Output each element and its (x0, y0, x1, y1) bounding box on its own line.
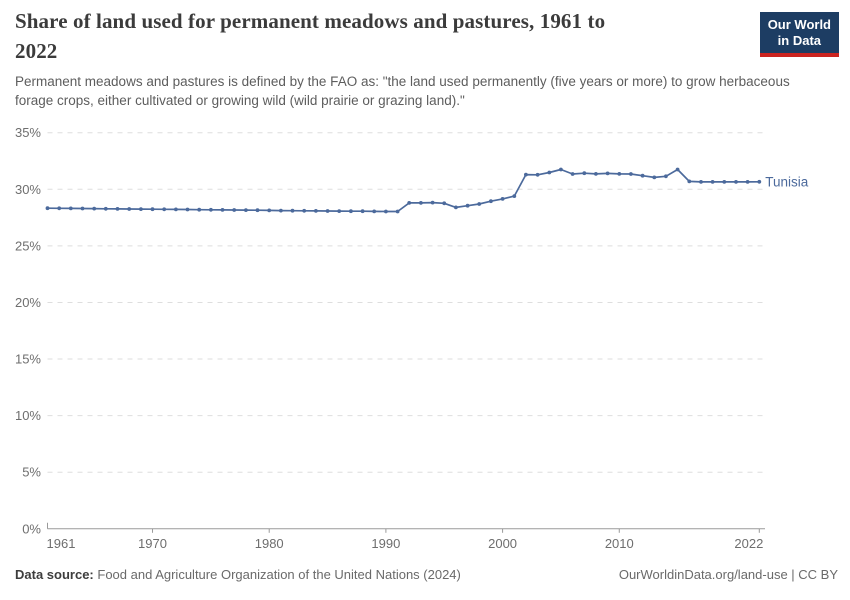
data-point[interactable] (512, 194, 517, 199)
data-point[interactable] (115, 207, 120, 211)
data-point[interactable] (57, 206, 62, 211)
data-point[interactable] (185, 207, 190, 212)
data-source-text: Food and Agriculture Organization of the… (97, 567, 461, 582)
data-point[interactable] (570, 172, 575, 176)
data-point[interactable] (745, 180, 750, 184)
data-point[interactable] (687, 179, 692, 184)
data-point[interactable] (279, 208, 283, 213)
data-point[interactable] (267, 208, 272, 213)
data-source: Data source: Food and Agriculture Organi… (15, 567, 461, 582)
data-point[interactable] (92, 206, 97, 211)
data-point[interactable] (629, 172, 633, 176)
data-point[interactable] (722, 180, 727, 184)
x-axis-label: 1980 (255, 536, 284, 551)
data-point[interactable] (302, 208, 307, 213)
data-point[interactable] (290, 208, 295, 213)
data-point[interactable] (547, 170, 552, 175)
data-point[interactable] (664, 174, 668, 179)
data-point[interactable] (465, 203, 470, 208)
series-line-tunisia[interactable] (46, 168, 761, 213)
data-point[interactable] (337, 209, 342, 214)
data-point[interactable] (489, 199, 493, 204)
data-point[interactable] (454, 205, 458, 210)
chart-title: Share of land used for permanent meadows… (15, 9, 606, 63)
owid-logo[interactable]: Our World in Data (759, 12, 839, 57)
data-point[interactable] (477, 202, 482, 206)
data-point[interactable] (652, 175, 657, 180)
y-axis-label: 25% (15, 238, 41, 253)
data-point[interactable] (220, 208, 225, 212)
data-point[interactable] (349, 209, 353, 214)
data-point[interactable] (127, 207, 132, 211)
logo-line1: Our World (767, 17, 831, 32)
x-axis-label: 1970 (138, 536, 167, 551)
data-point[interactable] (209, 207, 213, 212)
data-point[interactable] (710, 180, 715, 184)
y-axis-label: 5% (22, 465, 41, 480)
data-point[interactable] (524, 172, 528, 177)
data-point[interactable] (535, 172, 540, 177)
series-label[interactable]: Tunisia (765, 174, 809, 189)
data-point[interactable] (68, 206, 73, 211)
y-axis-label: 10% (15, 408, 41, 423)
data-point[interactable] (139, 207, 143, 212)
data-point[interactable] (605, 171, 610, 176)
chart-subtitle: Permanent meadows and pastures is define… (15, 74, 790, 108)
data-point[interactable] (80, 206, 85, 211)
credit-link[interactable]: OurWorldinData.org/land-use | CC BY (618, 567, 838, 582)
data-point[interactable] (197, 207, 202, 212)
data-point[interactable] (757, 179, 762, 184)
data-point[interactable] (372, 209, 377, 214)
data-point[interactable] (640, 173, 645, 178)
data-point[interactable] (419, 201, 423, 205)
data-point[interactable] (500, 197, 505, 201)
y-axis-label: 15% (15, 352, 41, 367)
y-axis-label: 35% (15, 125, 41, 140)
y-axis-label: 0% (22, 521, 41, 536)
data-point[interactable] (150, 207, 155, 212)
logo-line2: in Data (777, 33, 822, 48)
data-point[interactable] (407, 201, 412, 205)
data-point[interactable] (617, 172, 622, 176)
x-axis-label: 1961 (47, 536, 76, 551)
data-point[interactable] (45, 206, 50, 211)
data-point[interactable] (395, 209, 400, 214)
data-point[interactable] (675, 167, 680, 172)
data-point[interactable] (559, 167, 563, 172)
data-point[interactable] (244, 208, 248, 213)
data-point[interactable] (314, 209, 318, 213)
data-point[interactable] (699, 180, 703, 184)
data-point[interactable] (325, 209, 330, 213)
data-point[interactable] (384, 209, 388, 214)
x-axis-label: 2000 (488, 536, 517, 551)
y-axis-label: 20% (15, 295, 41, 310)
data-point[interactable] (360, 209, 365, 214)
data-point[interactable] (232, 208, 237, 212)
data-point[interactable] (582, 171, 587, 176)
data-point[interactable] (162, 207, 167, 212)
data-point[interactable] (594, 172, 598, 176)
data-point[interactable] (734, 180, 738, 184)
data-point[interactable] (442, 201, 447, 206)
data-point[interactable] (103, 206, 108, 211)
data-source-label: Data source: (15, 567, 94, 582)
data-point[interactable] (255, 208, 260, 213)
data-point[interactable] (174, 207, 178, 212)
y-axis-label: 30% (15, 182, 41, 197)
x-axis-label: 2022 (734, 536, 763, 551)
data-point[interactable] (430, 200, 435, 205)
x-axis-label: 1990 (371, 536, 400, 551)
x-axis-label: 2010 (605, 536, 634, 551)
